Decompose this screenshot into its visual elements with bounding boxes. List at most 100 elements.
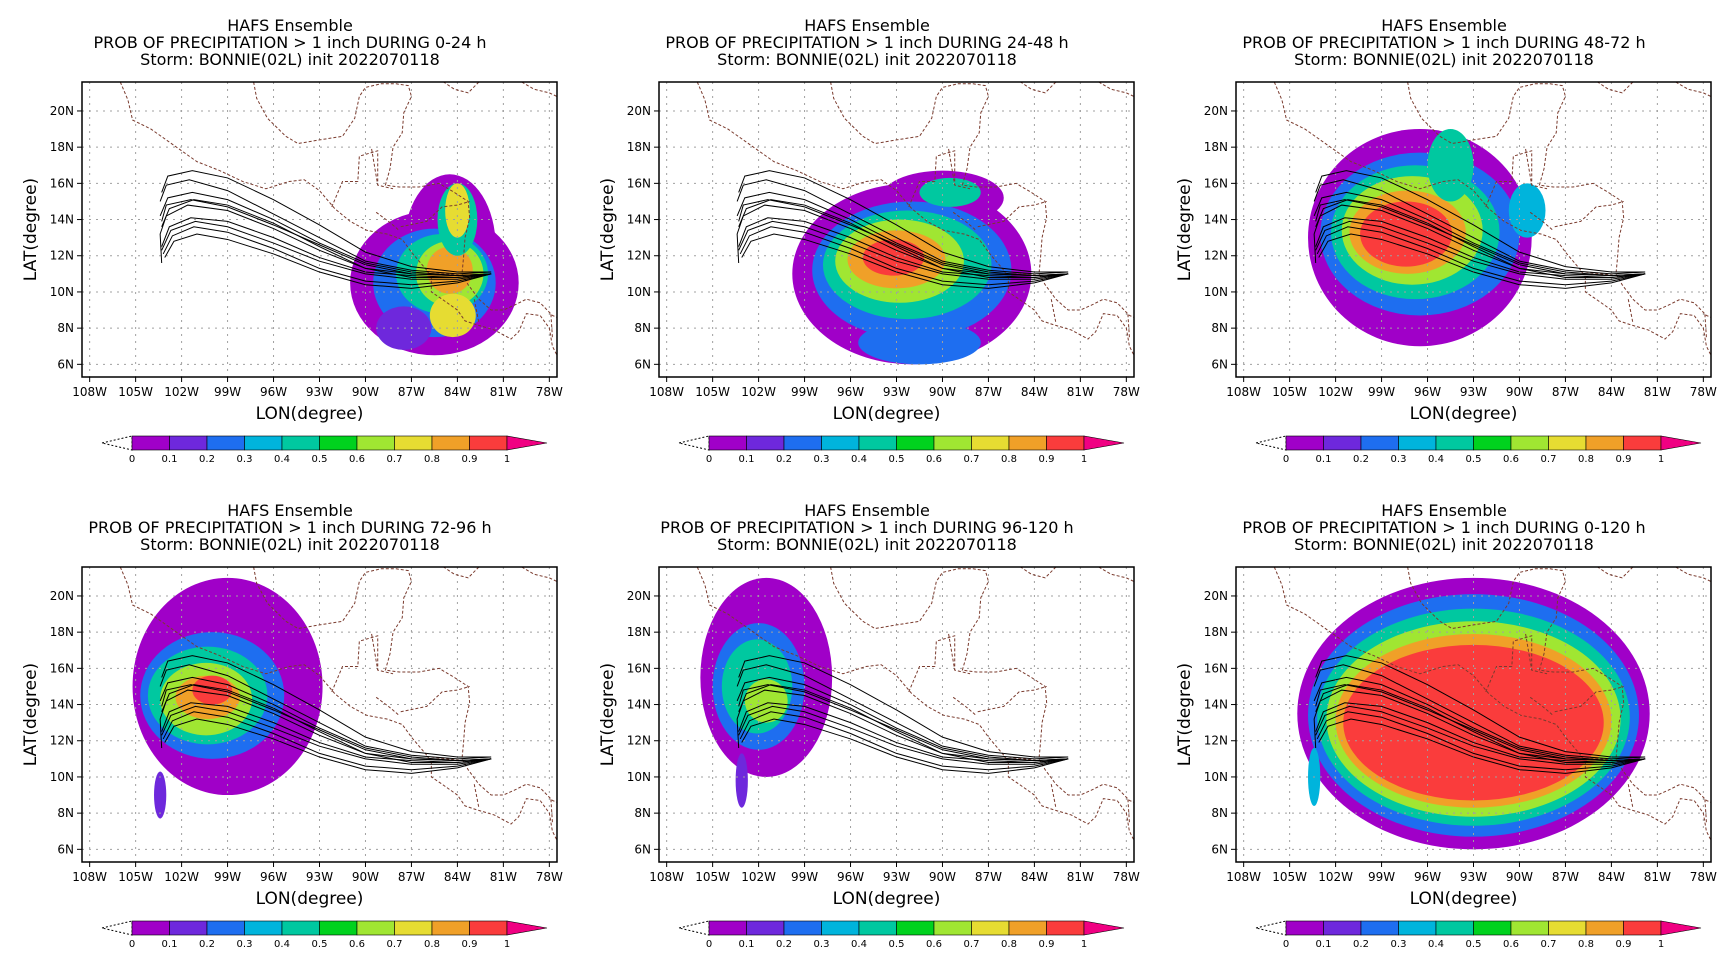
lat-tick-label: 10N — [1204, 285, 1228, 299]
colorbar-label: 0.3 — [1391, 939, 1407, 950]
track-line — [1315, 702, 1646, 763]
lat-tick-label: 10N — [1204, 770, 1228, 784]
coastline — [1098, 567, 1134, 582]
lat-tick-label: 8N — [634, 806, 651, 820]
colorbar-segment — [431, 920, 470, 936]
panel-title-model: HAFS Ensemble — [804, 16, 930, 35]
track-line — [738, 199, 1069, 277]
lat-tick-label: 20N — [627, 104, 651, 118]
map-panel-0-120h: HAFS Ensemble PROB OF PRECIPITATION > 1 i… — [1154, 485, 1731, 970]
lon-tick-label: 78W — [536, 385, 563, 399]
coastline — [948, 633, 956, 671]
lon-tick-label: 96W — [837, 385, 864, 399]
colorbar-label: 0.2 — [199, 454, 215, 465]
coastline — [550, 313, 553, 338]
x-axis-label: LON(degree) — [1410, 404, 1518, 424]
track-line — [159, 191, 492, 277]
coastline — [521, 567, 557, 582]
lat-tick-label: 16N — [1204, 661, 1228, 675]
lon-tick-label: 102W — [164, 385, 199, 399]
plot-area — [82, 567, 557, 862]
lon-tick-label: 78W — [1690, 385, 1717, 399]
colorbar-segment — [858, 435, 897, 451]
colorbar-label: 1 — [1081, 454, 1087, 465]
colorbar-lower-extension — [1255, 920, 1287, 936]
track-line — [1318, 718, 1646, 774]
coastline — [1098, 82, 1134, 97]
lat-tick-label: 20N — [1204, 589, 1228, 603]
coastline — [1525, 148, 1533, 186]
track-line — [159, 676, 492, 762]
coastline — [253, 82, 557, 318]
lon-tick-label: 102W — [1318, 385, 1353, 399]
colorbar-segment — [131, 435, 170, 451]
coastline — [977, 200, 1047, 228]
lon-tick-label: 81W — [1644, 870, 1671, 884]
coastline — [1525, 633, 1533, 671]
lon-tick-label: 87W — [975, 385, 1002, 399]
colorbar-label: 0.4 — [851, 939, 867, 950]
coastline — [1704, 313, 1707, 338]
lon-tick-label: 105W — [695, 870, 730, 884]
lon-tick-label: 96W — [260, 870, 287, 884]
lat-tick-label: 20N — [50, 104, 74, 118]
colorbar-segment — [746, 920, 785, 936]
track-line — [1316, 711, 1646, 771]
track-line — [161, 199, 492, 277]
precip-probability-shading — [1297, 577, 1650, 850]
lon-tick-label: 99W — [1368, 870, 1395, 884]
panel-title-product: PROB OF PRECIPITATION > 1 inch DURING 0-… — [1242, 518, 1645, 537]
colorbar-segment — [394, 920, 433, 936]
colorbar-label: 0.7 — [964, 454, 980, 465]
colorbar-segment — [431, 435, 470, 451]
coastline — [1020, 82, 1057, 94]
coastline — [1127, 313, 1130, 338]
coastline — [952, 211, 977, 231]
coastline — [521, 82, 557, 97]
colorbar-segment — [1435, 435, 1474, 451]
precip-area — [376, 306, 432, 350]
panel-title-model: HAFS Ensemble — [227, 501, 353, 520]
lon-tick-label: 93W — [306, 385, 333, 399]
precip-area — [919, 177, 981, 207]
track-line — [738, 705, 1069, 765]
lat-tick-label: 14N — [1204, 213, 1228, 227]
lat-tick-label: 16N — [627, 661, 651, 675]
lat-tick-label: 12N — [1204, 249, 1228, 263]
y-axis-label: LAT(degree) — [21, 178, 41, 281]
colorbar-upper-extension — [506, 435, 548, 451]
colorbar: 0 0.1 0.2 0.3 0.4 0.5 0.6 0.7 0.8 0.9 1 — [101, 920, 548, 950]
colorbar-segment — [319, 920, 358, 936]
lat-tick-label: 6N — [57, 842, 74, 856]
lon-tick-label: 84W — [1598, 870, 1625, 884]
track-line — [161, 220, 492, 280]
coastline — [1529, 211, 1554, 231]
colorbar-label: 0.9 — [1616, 454, 1632, 465]
colorbar-segment — [1510, 435, 1549, 451]
track-line — [162, 711, 492, 771]
coastline — [696, 567, 1134, 841]
colorbar-segment — [1473, 920, 1512, 936]
track-line — [1315, 655, 1646, 758]
lon-tick-label: 84W — [1598, 385, 1625, 399]
ensemble-tracks — [1313, 170, 1646, 289]
coastline — [1050, 299, 1057, 323]
y-axis-label: LAT(degree) — [598, 178, 618, 281]
colorbar-label: 1 — [1658, 939, 1664, 950]
colorbar-segment — [1360, 920, 1399, 936]
track-line — [161, 655, 492, 758]
coastline — [371, 148, 379, 186]
precip-area — [735, 753, 748, 808]
coastline — [1675, 82, 1711, 97]
lon-tick-label: 105W — [1272, 385, 1307, 399]
lon-tick-label: 102W — [741, 385, 776, 399]
y-axis-label: LAT(degree) — [598, 663, 618, 766]
colorbar-label: 0.3 — [814, 454, 830, 465]
lat-tick-label: 16N — [627, 176, 651, 190]
colorbar-segment — [1285, 435, 1324, 451]
precip-area — [858, 320, 981, 365]
track-line — [1315, 170, 1646, 273]
lat-tick-label: 6N — [1211, 842, 1228, 856]
track-line — [739, 711, 1069, 771]
